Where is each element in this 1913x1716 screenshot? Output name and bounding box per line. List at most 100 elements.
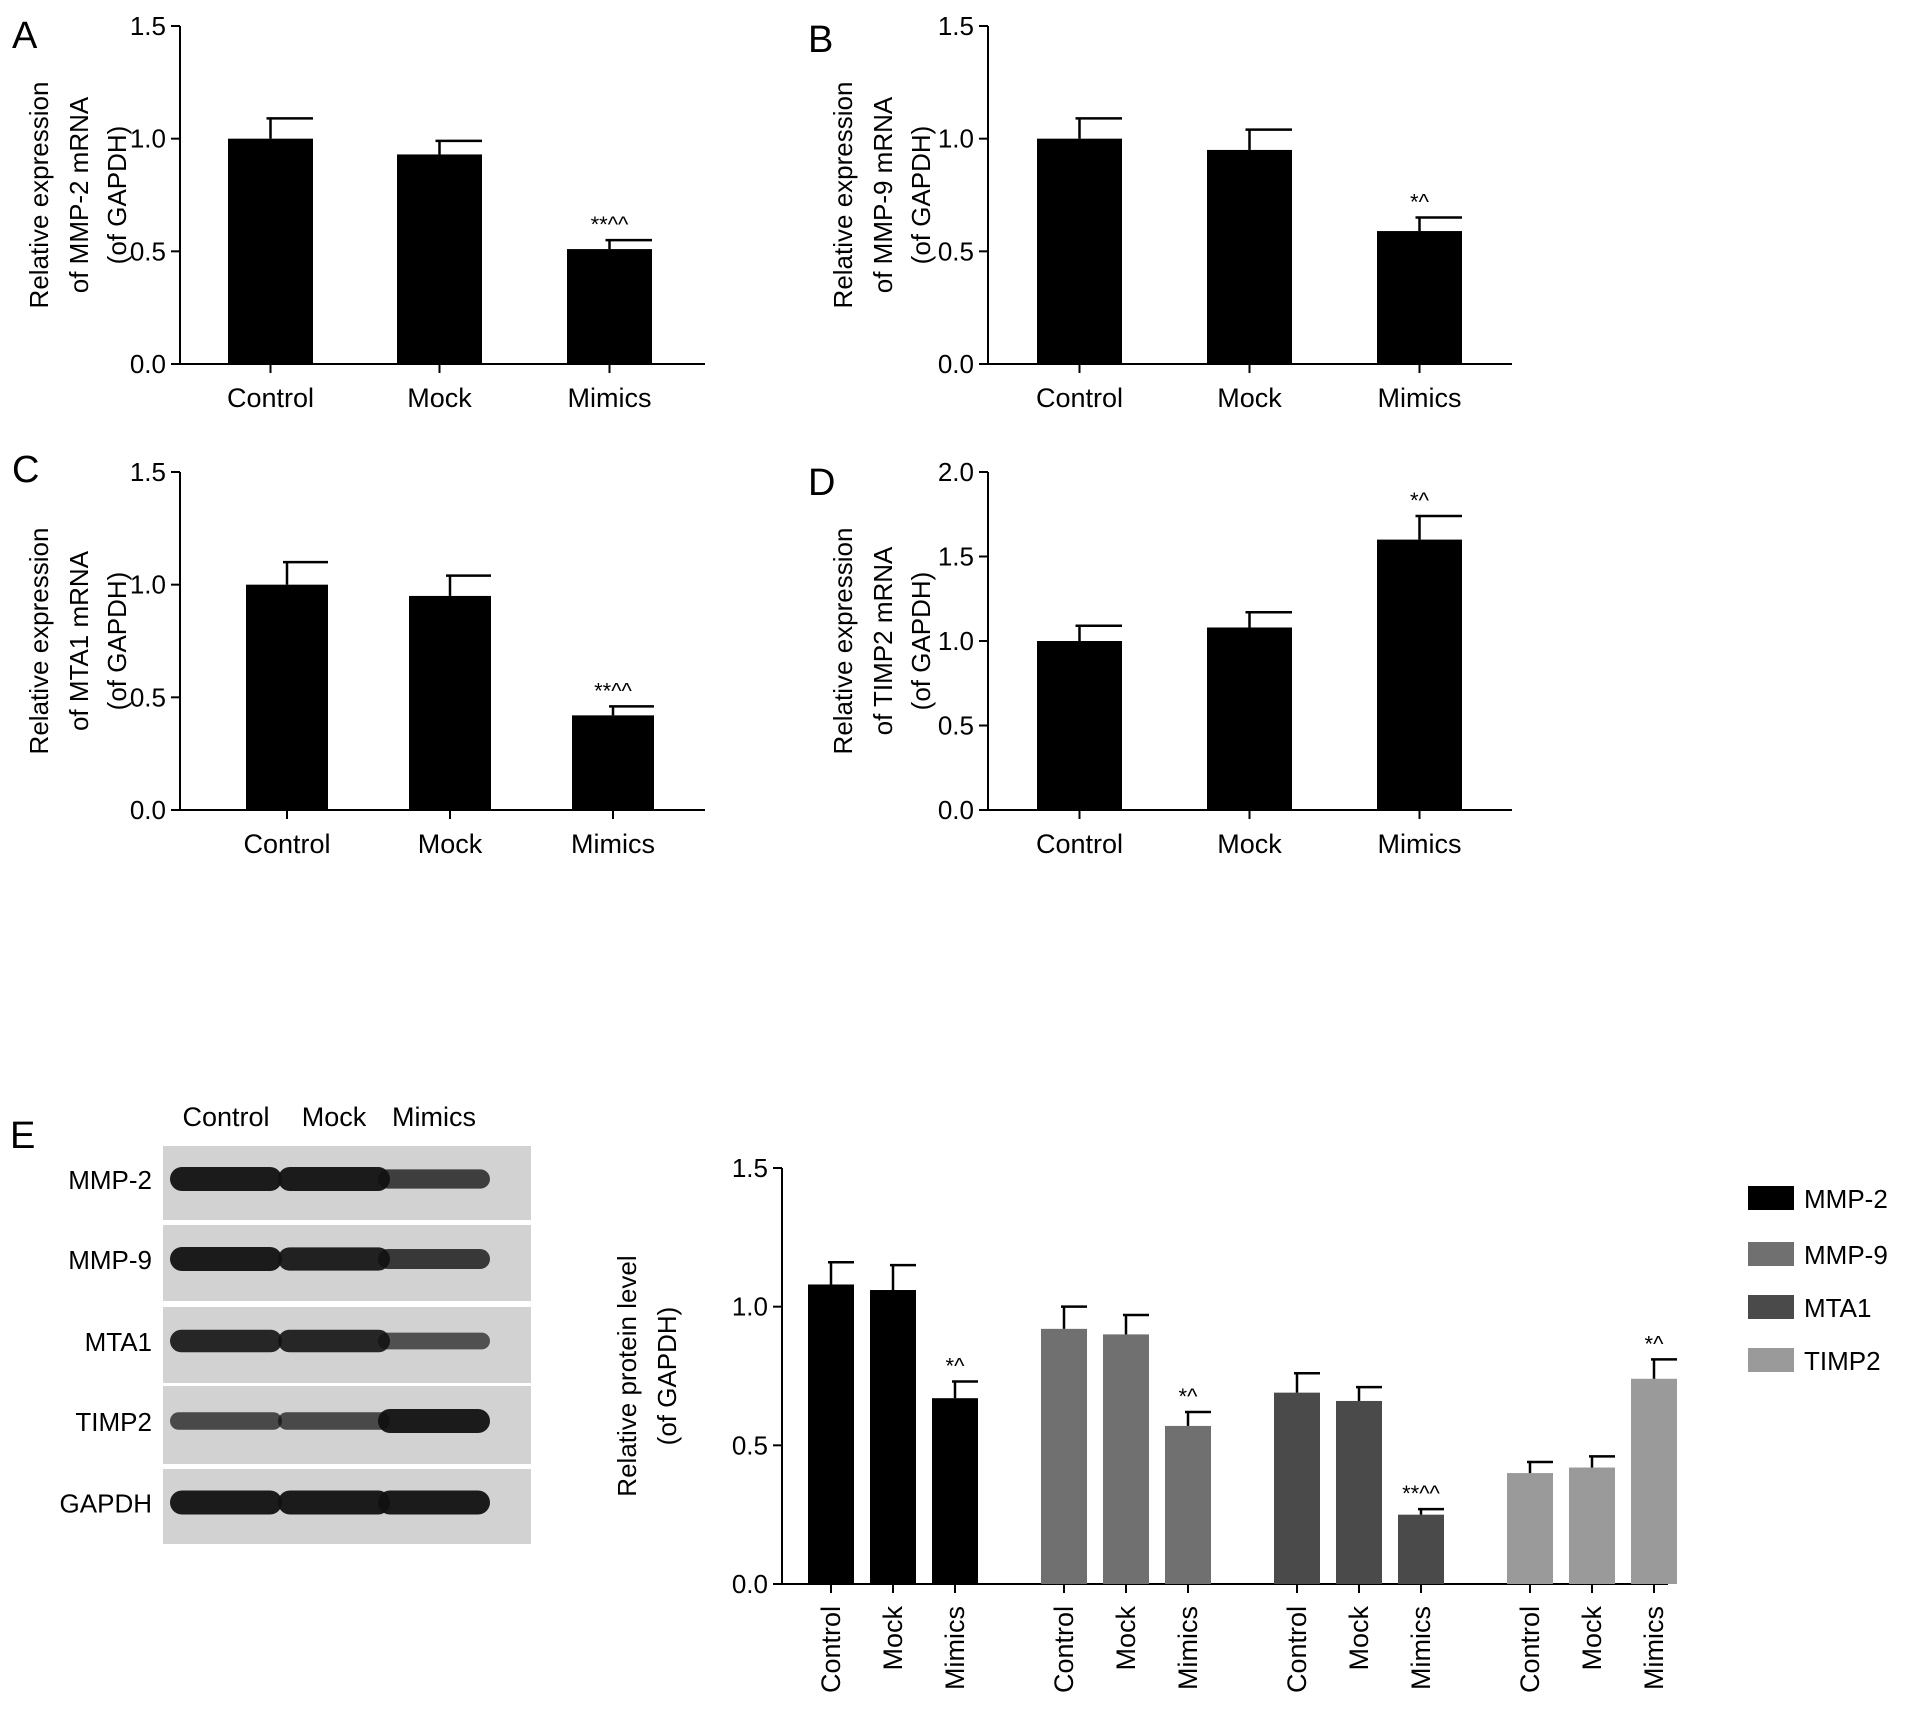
x-tick-label: Mock xyxy=(407,383,472,413)
x-tick-label: Control xyxy=(1515,1606,1545,1693)
x-tick-label: Control xyxy=(816,1606,846,1693)
y-tick-label: 0.5 xyxy=(938,236,974,266)
significance-label: *^ xyxy=(1410,488,1430,513)
western-blot: E Control Mock Mimics MMP-2 MMP-9 MTA1 TIMP2 GAP… xyxy=(10,1102,531,1544)
x-tick-label: Control xyxy=(227,383,314,413)
y-tick-label: 1.5 xyxy=(938,542,974,572)
blot-row-label: MTA1 xyxy=(85,1327,152,1357)
x-tick-label: Control xyxy=(1036,383,1123,413)
y-axis-label: Relative expression xyxy=(828,82,858,309)
x-tick-label: Mimics xyxy=(1378,383,1462,413)
x-tick-label: Mimics xyxy=(1639,1606,1669,1690)
significance-label: *^ xyxy=(1410,190,1430,215)
legend-label: MMP-2 xyxy=(1804,1184,1888,1214)
y-tick-label: 0.0 xyxy=(130,349,166,379)
blot-band xyxy=(278,1329,390,1353)
x-tick-label: Mock xyxy=(1344,1606,1374,1671)
y-axis-label: Relative expression xyxy=(828,528,858,755)
bar xyxy=(1041,1328,1087,1584)
blot-row-label: MMP-2 xyxy=(68,1165,152,1195)
bar xyxy=(1569,1467,1615,1584)
legend-label: MMP-9 xyxy=(1804,1240,1888,1270)
y-axis-label: of MMP-9 mRNA xyxy=(868,96,898,293)
panel-label: A xyxy=(12,15,38,57)
x-tick-label: Mimics xyxy=(940,1606,970,1690)
blot-band xyxy=(278,1247,390,1271)
bar xyxy=(228,138,313,364)
bar xyxy=(808,1284,854,1584)
bar xyxy=(1274,1392,1320,1584)
x-tick-label: Mimics xyxy=(571,829,655,859)
y-tick-label: 1.0 xyxy=(130,570,166,600)
legend-label: TIMP2 xyxy=(1804,1346,1881,1376)
blot-band xyxy=(378,1249,490,1269)
y-axis-label: Relative expression xyxy=(24,82,54,309)
blot-row-label: MMP-9 xyxy=(68,1245,152,1275)
y-tick-label: 0.0 xyxy=(938,795,974,825)
significance-label: **^^ xyxy=(594,678,632,703)
y-axis-label: Relative protein level xyxy=(612,1255,642,1496)
significance-label: *^ xyxy=(1179,1384,1199,1409)
blot-band xyxy=(170,1329,282,1353)
y-axis-label: of MMP-2 mRNA xyxy=(64,96,94,293)
x-tick-label: Control xyxy=(1049,1606,1079,1693)
bar xyxy=(1398,1514,1444,1584)
blot-band xyxy=(170,1167,282,1191)
panel-e-chart: 0.0 0.5 1.0 1.5 Relative protein level (of GA… xyxy=(612,1153,1888,1693)
y-tick-label: 0.0 xyxy=(732,1569,768,1599)
bar xyxy=(1207,149,1292,364)
x-tick-label: Mimics xyxy=(568,383,652,413)
bar xyxy=(246,584,328,810)
x-tick-label: Mock xyxy=(878,1606,908,1671)
y-axis-label: (of GAPDH) xyxy=(906,126,936,265)
significance-label: **^^ xyxy=(1402,1481,1440,1506)
y-tick-label: 1.0 xyxy=(732,1292,768,1322)
panel-d: D 0.0 0.5 1.0 1.5 2.0 Relative expression of TI… xyxy=(808,457,1512,859)
x-tick-label: Control xyxy=(1036,829,1123,859)
bar xyxy=(1037,138,1122,364)
y-tick-label: 0.0 xyxy=(938,349,974,379)
panel-label: C xyxy=(12,449,39,491)
y-tick-label: 1.5 xyxy=(938,11,974,41)
blot-band xyxy=(278,1167,390,1191)
bar xyxy=(870,1290,916,1584)
blot-band xyxy=(378,1169,490,1189)
y-axis-label: of TIMP2 mRNA xyxy=(868,546,898,735)
y-tick-label: 1.5 xyxy=(732,1153,768,1183)
y-axis-label: (of GAPDH) xyxy=(102,572,132,711)
bar xyxy=(932,1398,978,1584)
blot-band xyxy=(170,1247,282,1271)
x-tick-label: Control xyxy=(243,829,330,859)
y-tick-label: 0.5 xyxy=(938,711,974,741)
bar xyxy=(1507,1473,1553,1584)
y-tick-label: 0.5 xyxy=(130,682,166,712)
bar xyxy=(1103,1334,1149,1584)
panel-label: E xyxy=(10,1115,35,1157)
y-axis-label: (of GAPDH) xyxy=(652,1307,682,1446)
y-tick-label: 1.5 xyxy=(130,11,166,41)
legend-label: MTA1 xyxy=(1804,1293,1871,1323)
panel-label: D xyxy=(808,462,835,504)
y-tick-label: 1.5 xyxy=(130,457,166,487)
bar xyxy=(567,249,652,364)
y-tick-label: 0.0 xyxy=(130,795,166,825)
bar xyxy=(1037,641,1122,810)
x-tick-label: Control xyxy=(1282,1606,1312,1693)
x-tick-label: Mock xyxy=(418,829,483,859)
panel-label: B xyxy=(808,19,833,61)
bar xyxy=(1377,231,1462,364)
bar xyxy=(1336,1400,1382,1584)
panel-c: C 0.0 0.5 1.0 1.5 Relative expression of MTA1 … xyxy=(12,449,705,859)
x-tick-label: Mimics xyxy=(1173,1606,1203,1690)
bar xyxy=(409,595,491,810)
y-tick-label: 0.5 xyxy=(732,1430,768,1460)
blot-lane-label: Control xyxy=(182,1102,269,1132)
x-tick-label: Mimics xyxy=(1406,1606,1436,1690)
y-tick-label: 1.0 xyxy=(938,124,974,154)
y-axis-label: Relative expression xyxy=(24,528,54,755)
y-tick-label: 1.0 xyxy=(130,124,166,154)
blot-row-label: TIMP2 xyxy=(75,1407,152,1437)
bar xyxy=(1631,1378,1677,1584)
blot-band xyxy=(378,1332,490,1350)
